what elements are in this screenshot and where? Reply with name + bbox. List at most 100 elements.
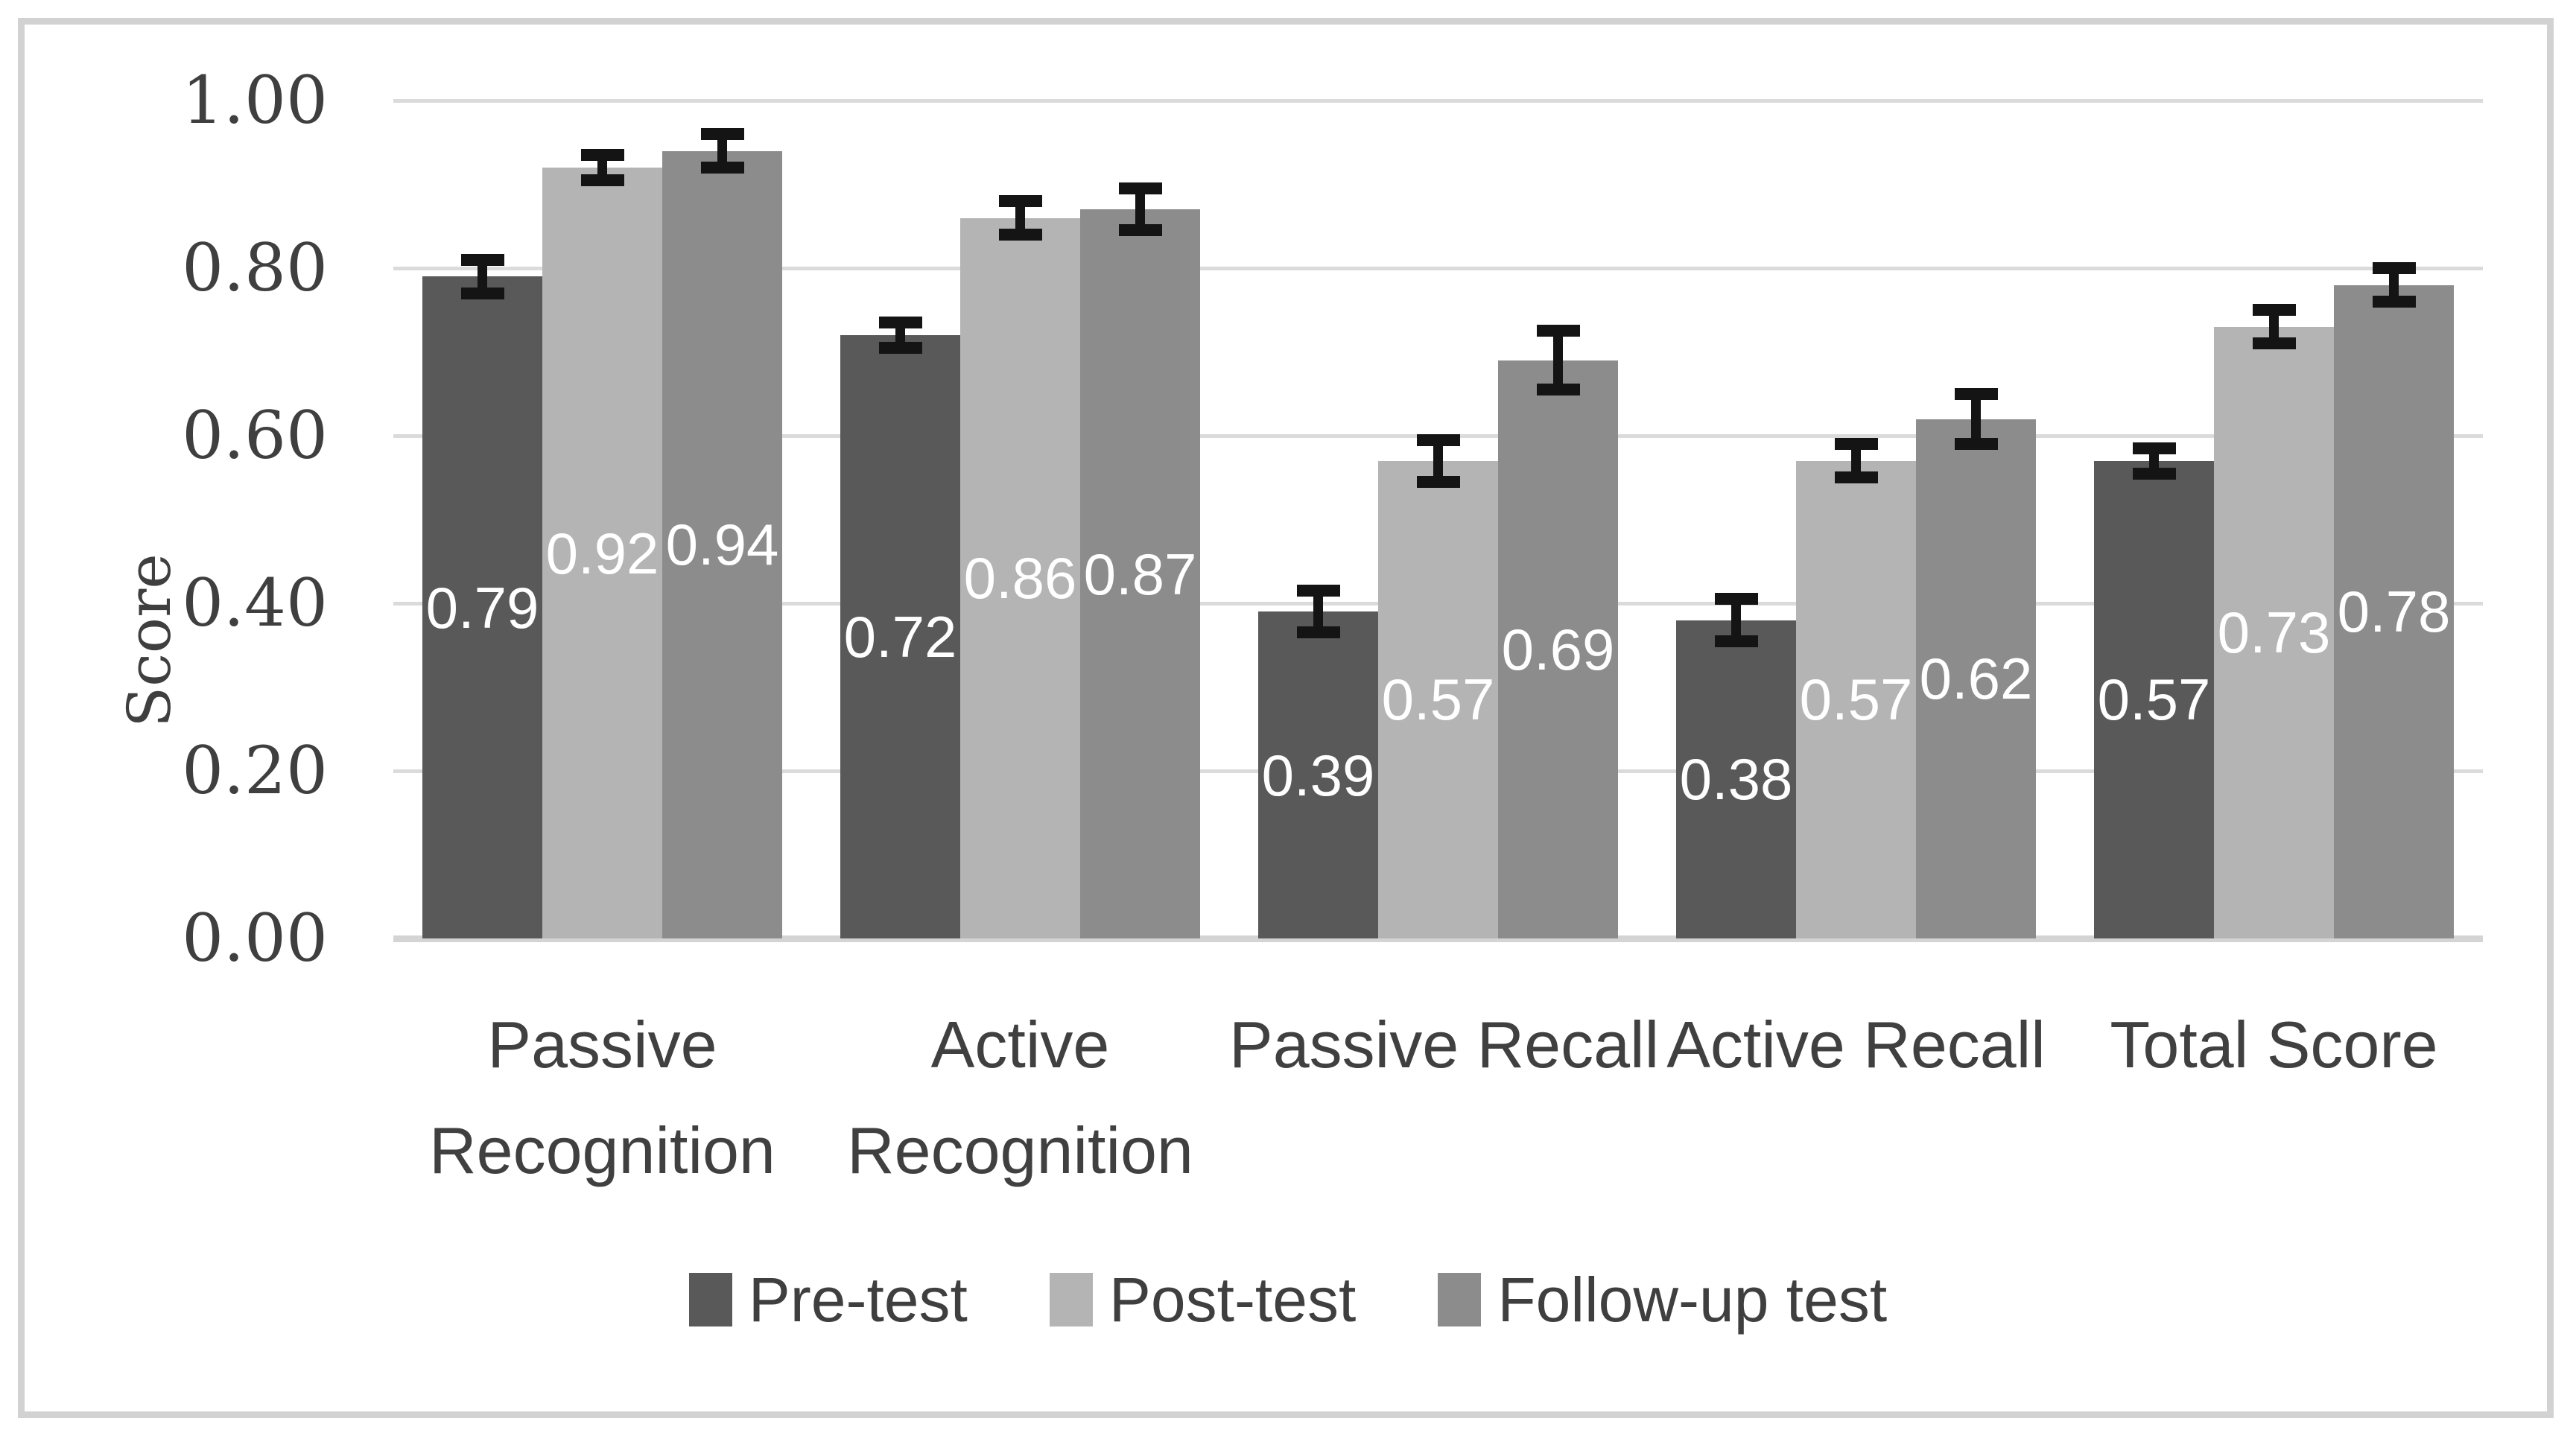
legend-label-pre-test: Pre-test: [748, 1265, 968, 1335]
bar-pre-test-active-recall: [1676, 620, 1796, 938]
y-gridline-0.80: [393, 267, 2483, 270]
error-bar-cap-top: [460, 253, 504, 266]
x-category-label-passive-recall: Passive Recall: [1229, 992, 1660, 1098]
error-bar-cap-top: [2372, 262, 2416, 274]
error-bar-cap-top: [580, 149, 624, 162]
error-bar-follow-up-test-active-recognition: [1135, 188, 1145, 231]
error-bar-follow-up-test-passive-recognition: [717, 134, 727, 168]
bar-follow-up-test-active-recognition: [1080, 209, 1200, 938]
y-tick-label-0.40: 0.40: [182, 565, 328, 641]
error-bar-cap-bottom: [1536, 384, 1580, 396]
bar-follow-up-test-passive-recognition: [662, 150, 782, 938]
error-bar-cap-bottom: [700, 162, 744, 174]
bar-pre-test-passive-recall: [1258, 611, 1378, 938]
error-bar-cap-bottom: [460, 287, 504, 299]
bar-value-label-follow-up-test-total-score: 0.78: [2337, 579, 2451, 645]
bar-value-label-pre-test-passive-recall: 0.39: [1261, 742, 1375, 808]
bar-value-label-follow-up-test-passive-recall: 0.69: [1501, 616, 1615, 682]
bar-follow-up-test-total-score: [2334, 285, 2454, 938]
error-bar-cap-top: [1834, 438, 1878, 451]
x-category-label-total-score: Total Score: [2065, 992, 2483, 1098]
error-bar-cap-top: [2252, 304, 2296, 317]
error-bar-pre-test-passive-recall: [1313, 591, 1323, 633]
x-category-label-active-recognition: Active Recognition: [811, 992, 1229, 1204]
legend-swatch-follow-up-test: [1438, 1273, 1482, 1326]
bar-value-label-follow-up-test-passive-recognition: 0.94: [665, 512, 779, 578]
bar-value-label-post-test-passive-recognition: 0.92: [545, 520, 659, 586]
error-bar-cap-bottom: [2132, 467, 2176, 480]
y-tick-label-0.20: 0.20: [182, 732, 328, 809]
y-tick-label-0.80: 0.80: [182, 229, 328, 306]
error-bar-pre-test-active-recall: [1731, 599, 1741, 641]
y-tick-label-0.00: 0.00: [182, 900, 328, 976]
bar-post-test-active-recognition: [960, 217, 1080, 938]
error-bar-cap-bottom: [878, 341, 922, 354]
x-category-label-active-recall: Active Recall: [1647, 992, 2065, 1098]
y-gridline-1.00: [393, 99, 2483, 103]
bar-post-test-passive-recognition: [542, 168, 662, 938]
error-bar-cap-top: [1118, 182, 1162, 195]
bar-value-label-post-test-active-recall: 0.57: [1799, 667, 1913, 733]
bar-post-test-total-score: [2214, 326, 2334, 938]
error-bar-cap-bottom: [998, 229, 1042, 241]
error-bar-post-test-passive-recall: [1433, 439, 1443, 482]
bar-post-test-active-recall: [1796, 460, 1916, 938]
error-bar-cap-top: [1954, 387, 1998, 400]
legend-item-follow-up-test: Follow-up test: [1438, 1262, 1887, 1337]
error-bar-cap-top: [1714, 593, 1758, 606]
bar-follow-up-test-active-recall: [1916, 419, 2036, 938]
error-bar-post-test-active-recall: [1851, 444, 1861, 478]
bar-post-test-passive-recall: [1378, 460, 1498, 938]
error-bar-cap-top: [1296, 585, 1340, 597]
error-bar-cap-bottom: [580, 174, 624, 186]
error-bar-follow-up-test-total-score: [2389, 268, 2399, 302]
error-bar-post-test-active-recognition: [1015, 201, 1025, 235]
legend: Pre-test Post-test Follow-up test: [0, 1262, 2576, 1337]
bar-pre-test-total-score: [2094, 460, 2214, 938]
error-bar-pre-test-passive-recognition: [478, 259, 487, 293]
x-category-label-line: Recognition: [847, 1113, 1193, 1187]
bar-value-label-post-test-total-score: 0.73: [2217, 600, 2331, 666]
error-bar-cap-top: [700, 128, 744, 140]
error-bar-cap-bottom: [1834, 471, 1878, 484]
bar-value-label-pre-test-active-recall: 0.38: [1679, 746, 1793, 813]
error-bar-cap-bottom: [2372, 296, 2416, 308]
bar-value-label-post-test-active-recognition: 0.86: [963, 545, 1077, 611]
bar-value-label-follow-up-test-active-recognition: 0.87: [1083, 541, 1197, 607]
legend-label-follow-up-test: Follow-up test: [1497, 1265, 1888, 1335]
error-bar-cap-top: [2132, 442, 2176, 454]
x-category-label-line: Active Recall: [1666, 1008, 2046, 1081]
y-tick-label-0.60: 0.60: [182, 397, 328, 474]
bar-pre-test-passive-recognition: [422, 276, 542, 938]
x-category-label-line: Passive: [487, 1008, 717, 1081]
legend-swatch-pre-test: [688, 1273, 732, 1326]
y-tick-label-1.00: 1.00: [182, 62, 328, 139]
x-category-label-passive-recognition: Passive Recognition: [393, 992, 811, 1204]
bar-value-label-pre-test-active-recognition: 0.72: [843, 604, 957, 670]
bar-value-label-post-test-passive-recall: 0.57: [1381, 667, 1495, 733]
y-axis-title: Score: [114, 553, 184, 728]
error-bar-post-test-passive-recognition: [597, 155, 607, 180]
error-bar-cap-top: [998, 195, 1042, 207]
error-bar-post-test-total-score: [2269, 310, 2279, 344]
chart-frame: [18, 18, 2554, 1418]
error-bar-cap-bottom: [1296, 626, 1340, 639]
x-category-label-line: Recognition: [429, 1113, 775, 1187]
bar-value-label-pre-test-passive-recognition: 0.79: [425, 574, 539, 641]
x-axis-line: [393, 935, 2483, 942]
error-bar-cap-bottom: [1118, 224, 1162, 237]
bar-follow-up-test-passive-recall: [1498, 360, 1618, 938]
error-bar-cap-top: [878, 317, 922, 329]
x-category-label-line: Active: [930, 1008, 1110, 1081]
error-bar-cap-top: [1416, 433, 1460, 446]
error-bar-cap-bottom: [1714, 635, 1758, 647]
x-category-label-line: Total Score: [2110, 1008, 2438, 1081]
error-bar-cap-top: [1536, 325, 1580, 337]
legend-swatch-post-test: [1049, 1273, 1093, 1326]
x-category-label-line: Passive Recall: [1229, 1008, 1660, 1081]
error-bar-follow-up-test-passive-recall: [1553, 331, 1563, 390]
error-bar-cap-bottom: [1416, 475, 1460, 488]
legend-item-pre-test: Pre-test: [688, 1262, 968, 1337]
legend-label-post-test: Post-test: [1108, 1265, 1357, 1335]
